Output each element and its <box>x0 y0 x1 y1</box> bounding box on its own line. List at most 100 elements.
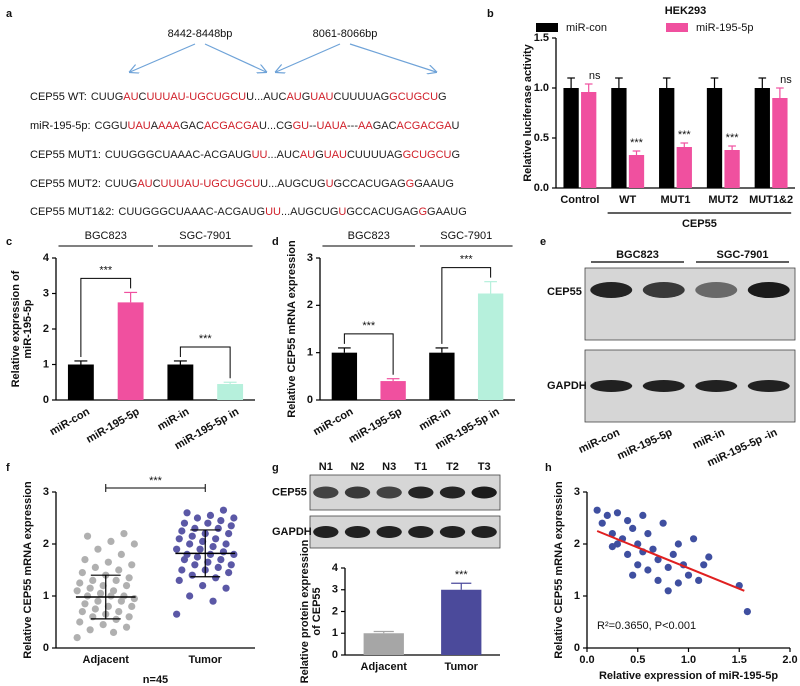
bar <box>380 381 406 400</box>
sequence-segment: U <box>338 206 346 218</box>
significance: *** <box>460 254 474 266</box>
y-tick-label: 1.0 <box>534 82 549 94</box>
point <box>186 592 194 600</box>
point <box>191 524 199 533</box>
y-tick-label: 3 <box>574 486 580 498</box>
point <box>125 613 133 621</box>
legend-label: miR-195-5p <box>696 22 753 34</box>
y-axis-label: Relative luciferase activity <box>522 43 534 181</box>
blot-band <box>695 282 738 298</box>
blot-band <box>471 526 497 538</box>
sequence-segment: U...AUGCUG <box>260 178 325 190</box>
point <box>89 576 97 585</box>
sequence-segment: GAAUG <box>414 178 454 190</box>
point <box>130 595 138 603</box>
sequence-row: CEP55 MUT1: CUUGGGCUAAAC-ACGAUGUU...AUCAU… <box>30 149 460 161</box>
sequence-segment: U <box>326 178 334 190</box>
point <box>654 556 662 564</box>
sequence-label: CEP55 MUT2: <box>30 178 101 190</box>
point <box>76 579 84 587</box>
sequence-segment: G <box>418 206 427 218</box>
point <box>109 628 118 637</box>
legend-swatch <box>666 23 688 32</box>
point <box>78 569 86 577</box>
blot-band <box>747 380 790 392</box>
sequence-segment: C <box>153 178 161 190</box>
sequence-segment: CUUG <box>91 91 123 103</box>
sequence-segment: ...AUGCUG <box>281 206 338 218</box>
blot-band <box>376 486 402 499</box>
point <box>206 511 215 519</box>
point <box>629 571 637 579</box>
sequence-segment: U...CG <box>259 120 293 132</box>
x-tick-label: 0.0 <box>579 654 594 666</box>
lane-label: miR-in <box>691 426 727 451</box>
y-tick-label: 0 <box>43 394 49 406</box>
y-tick-label: 0 <box>332 649 338 661</box>
point <box>180 519 189 527</box>
significance: *** <box>455 569 469 581</box>
point <box>83 532 92 540</box>
point <box>117 550 125 559</box>
group-label: SGC-7901 <box>440 230 492 242</box>
point <box>81 600 89 608</box>
point <box>603 511 611 519</box>
y-tick-label: 0 <box>574 642 580 654</box>
blot-band <box>408 526 434 538</box>
point <box>183 550 191 559</box>
point <box>214 563 222 572</box>
point <box>188 532 196 540</box>
fit-line <box>596 530 745 592</box>
point <box>183 509 191 517</box>
sequence-row: miR-195-5p: CGGUUAUAAAAGACACGACGAU...CGGU… <box>30 120 460 132</box>
y-tick-label: 0 <box>43 642 49 654</box>
point <box>94 597 102 605</box>
blot-band <box>313 526 339 538</box>
significance: *** <box>362 320 376 332</box>
point <box>219 548 228 556</box>
x-tick-label: miR-in <box>156 406 192 434</box>
point <box>634 561 642 569</box>
y-axis-label: Relative CEP55 mRNA expression <box>286 240 298 418</box>
panel-label: c <box>6 236 12 248</box>
point <box>624 550 632 559</box>
blot-band <box>439 526 466 538</box>
point <box>644 530 652 538</box>
group-label: BGC823 <box>348 230 390 242</box>
y-axis-label: Relative CEP55 mRNA expression <box>553 481 565 659</box>
y-axis-label: of CEP55 <box>311 587 323 635</box>
point <box>122 623 131 631</box>
x-tick-label: MUT1 <box>661 194 691 206</box>
blot-band <box>408 486 434 499</box>
sequence-segment: G <box>452 149 461 161</box>
point <box>191 561 199 569</box>
arrows <box>130 43 436 72</box>
sequence-segment: GCCACUGAG <box>334 178 406 190</box>
x-tick-label: 1.0 <box>681 654 696 666</box>
bar <box>117 302 144 400</box>
sequence-segment: --- <box>347 120 358 132</box>
y-tick-label: 1.5 <box>534 32 549 44</box>
blot-band <box>642 282 685 298</box>
y-axis-label: miR-195-5p <box>22 299 34 359</box>
point <box>639 511 647 519</box>
y-axis-label: Relative expression of <box>10 270 22 387</box>
point <box>104 602 112 611</box>
sequence-segment: CGGU <box>95 120 128 132</box>
legend-swatch <box>536 23 558 32</box>
sequence-segment: CUUGGGCUAAAC-ACGAUG <box>105 149 252 161</box>
x-tick-label: 2.0 <box>782 654 797 666</box>
bar <box>772 98 788 188</box>
point <box>225 530 233 538</box>
x-tick-label: MUT1&2 <box>749 194 793 206</box>
blot-image <box>309 474 501 511</box>
lane-label: N3 <box>382 461 396 473</box>
sequence-segment: UAU <box>128 120 151 132</box>
point <box>669 550 677 559</box>
point <box>204 519 212 527</box>
significance: *** <box>149 475 163 487</box>
point <box>99 621 107 629</box>
point <box>227 522 235 530</box>
panel-label: g <box>272 462 279 474</box>
